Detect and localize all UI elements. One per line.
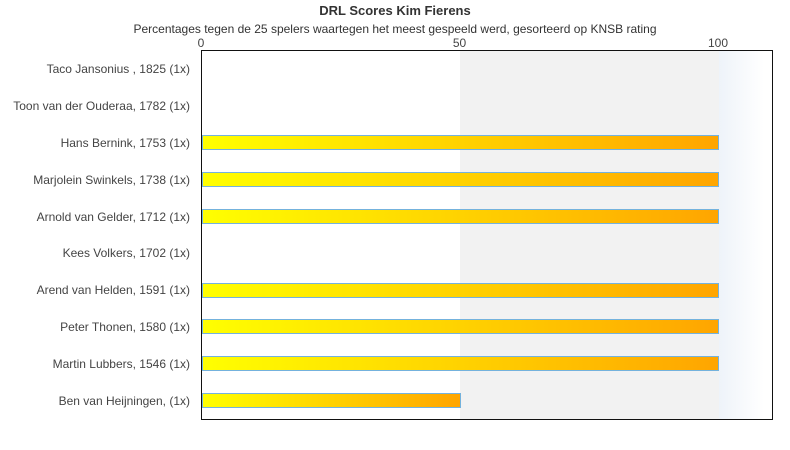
bar-row [202, 345, 772, 382]
bar-row [202, 161, 772, 198]
bar-row [202, 125, 772, 162]
score-bar [202, 356, 719, 372]
player-labels-column: Taco Jansonius , 1825 (1x) Toon van der O… [0, 51, 190, 419]
player-label: Ben van Heijningen, (1x) [58, 393, 190, 408]
bar-row [202, 198, 772, 235]
chart-title: DRL Scores Kim Fierens [319, 3, 471, 18]
plot-area [201, 50, 773, 420]
player-label: Arend van Helden, 1591 (1x) [36, 283, 190, 298]
x-axis-tick-label: 0 [197, 36, 205, 50]
score-bar [202, 172, 719, 188]
player-label: Peter Thonen, 1580 (1x) [60, 319, 190, 334]
chart-subtitle: Percentages tegen de 25 spelers waartege… [133, 22, 657, 36]
score-bar [202, 135, 719, 151]
bar-row [202, 272, 772, 309]
player-label: Arnold van Gelder, 1712 (1x) [36, 209, 190, 224]
bar-row [202, 51, 772, 88]
score-bar [202, 393, 461, 409]
score-bar [202, 319, 719, 335]
player-label: Taco Jansonius , 1825 (1x) [46, 62, 190, 77]
bar-row [202, 88, 772, 125]
score-bar [202, 209, 719, 225]
bar-row [202, 235, 772, 272]
player-label: Kees Volkers, 1702 (1x) [62, 246, 190, 261]
bar-row [202, 309, 772, 346]
player-label: Hans Bernink, 1753 (1x) [60, 135, 190, 150]
score-bar [202, 282, 719, 298]
player-label: Martin Lubbers, 1546 (1x) [52, 356, 190, 371]
bar-row [202, 382, 772, 419]
x-axis-tick-label: 100 [707, 36, 729, 50]
player-label: Marjolein Swinkels, 1738 (1x) [33, 172, 190, 187]
x-axis-tick-label: 50 [452, 36, 467, 50]
player-label: Toon van der Ouderaa, 1782 (1x) [13, 99, 190, 114]
